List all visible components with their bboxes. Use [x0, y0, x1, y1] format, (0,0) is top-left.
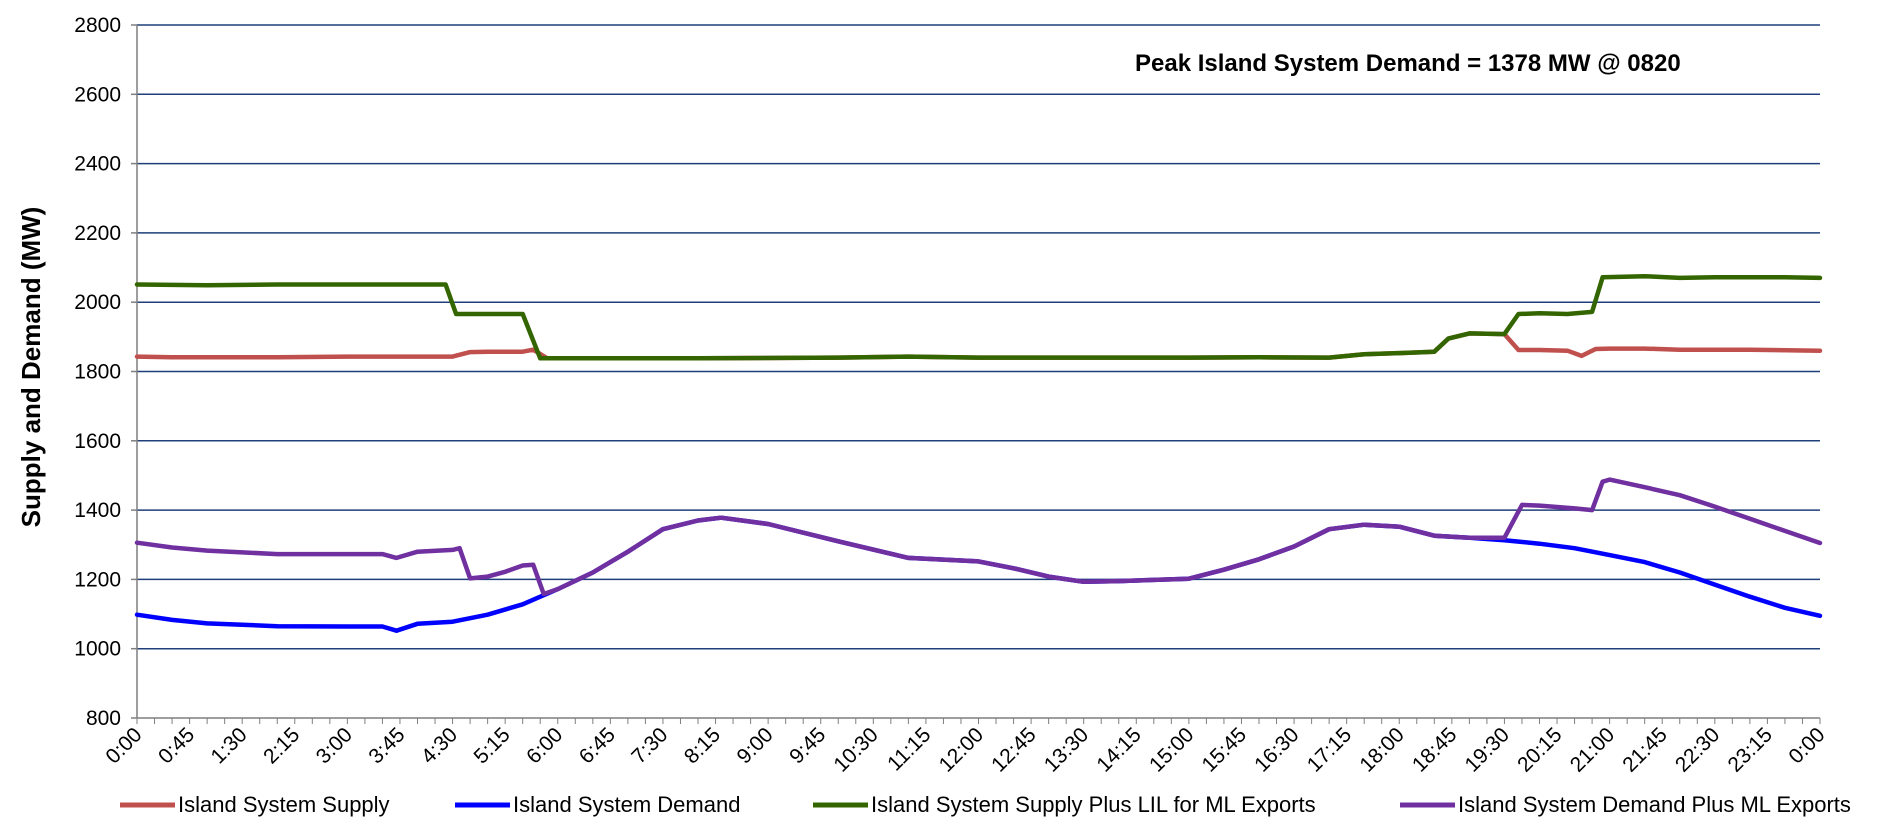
x-tick-label: 15:45: [1198, 723, 1251, 776]
x-tick-label: 18:45: [1408, 723, 1461, 776]
x-tick-label: 19:30: [1461, 723, 1514, 776]
x-tick-label: 15:00: [1145, 723, 1198, 776]
x-tick-label: 0:00: [1784, 723, 1829, 768]
x-tick-label: 6:45: [575, 723, 620, 768]
y-tick-label: 2200: [74, 222, 121, 245]
x-tick-label: 21:00: [1566, 723, 1619, 776]
x-tick-label: 23:15: [1724, 723, 1777, 776]
x-tick-label: 5:15: [470, 723, 515, 768]
legend-label-4: Island System Demand Plus ML Exports: [1458, 792, 1851, 817]
x-tick-label: 12:00: [935, 723, 988, 776]
legend-label-3: Island System Supply Plus LIL for ML Exp…: [871, 792, 1316, 817]
series-line-2: [134, 515, 1823, 633]
x-tick-label: 16:30: [1250, 723, 1303, 776]
y-axis-label: Supply and Demand (MW): [16, 207, 46, 528]
y-tick-label: 1400: [74, 499, 121, 522]
x-tick-label: 1:30: [207, 723, 252, 768]
legend-label-1: Island System Supply: [178, 792, 390, 817]
y-tick-label: 2600: [74, 83, 121, 106]
x-tick-label: 7:30: [627, 723, 672, 768]
x-tick-label: 9:00: [732, 723, 777, 768]
x-tick-label: 21:45: [1618, 723, 1671, 776]
peak-demand-annotation: Peak Island System Demand = 1378 MW @ 08…: [1135, 50, 1681, 77]
legend-label-2: Island System Demand: [513, 792, 740, 817]
y-tick-label: 2000: [74, 291, 121, 314]
x-tick-label: 8:15: [680, 723, 725, 768]
x-tick-label: 3:45: [364, 723, 409, 768]
x-tick-label: 20:15: [1513, 723, 1566, 776]
y-tick-label: 2800: [74, 14, 121, 37]
legend: Island System Supply Island System Demand…: [120, 792, 1851, 817]
x-tick-label: 11:15: [883, 723, 935, 775]
y-tick-label: 1600: [74, 430, 121, 453]
x-tick-label: 18:00: [1355, 723, 1408, 776]
x-tick-label: 10:30: [829, 723, 882, 776]
x-tick-label: 4:30: [417, 723, 462, 768]
x-tick-label: 17:15: [1303, 723, 1356, 776]
x-tick-label: 6:00: [522, 723, 567, 768]
series-line-3: [134, 273, 1823, 361]
y-tick-label: 1200: [74, 568, 121, 591]
x-tick-labels: 0:00 0:45 1:30 2:15 3:00 3:45 4:30 5:15 6:00 6:45…: [101, 723, 1829, 776]
x-tick-label: 22:30: [1671, 723, 1724, 776]
x-tick-label: 0:45: [154, 723, 199, 768]
y-tick-label: 1800: [74, 361, 121, 384]
y-tick-label: 1000: [74, 638, 121, 661]
series-line-4: [134, 477, 1823, 597]
x-tick-label: 2:15: [259, 723, 304, 768]
x-tick-label: 9:45: [785, 723, 830, 768]
x-tick-label: 14:15: [1092, 723, 1145, 776]
x-tick-label: 0:00: [101, 723, 146, 768]
x-tick-label: 12:45: [987, 723, 1040, 776]
gridlines: [131, 24, 1821, 724]
y-tick-label: 800: [86, 707, 121, 730]
y-tick-label: 2400: [74, 153, 121, 176]
series-lines: [134, 273, 1823, 633]
x-tick-label: 3:00: [312, 723, 357, 768]
x-tick-label: 13:30: [1040, 723, 1093, 776]
series-line-1: [134, 331, 1823, 361]
y-tick-labels: 800 1000 1200 1400 1600 1800 2000 2200 2400 2600 2…: [74, 14, 121, 730]
